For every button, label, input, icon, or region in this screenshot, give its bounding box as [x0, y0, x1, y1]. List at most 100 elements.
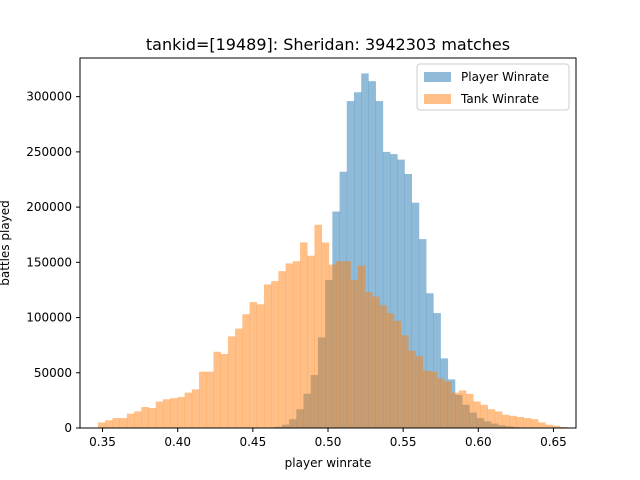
histogram-bar [458, 390, 467, 428]
y-axis: 0 50000 100000 150000 200000 250000 300000 [26, 90, 80, 435]
histogram-bar [191, 389, 200, 428]
histogram-bar [375, 101, 384, 428]
histogram-bar [411, 202, 420, 428]
histogram-bar [538, 422, 546, 428]
x-axis-label: player winrate [285, 456, 372, 470]
histogram-bar [292, 261, 301, 428]
histogram-bar [552, 425, 561, 428]
histogram-bar [437, 378, 445, 428]
bars-layer [98, 73, 568, 429]
histogram-bar [379, 305, 387, 428]
series-tank-winrate [98, 224, 568, 428]
x-tick-label: 0.60 [465, 435, 492, 449]
y-tick-label: 300000 [26, 90, 72, 104]
histogram-bar [162, 399, 171, 428]
y-tick-label: 100000 [26, 311, 72, 325]
histogram-bar [494, 411, 503, 428]
histogram-bar [314, 224, 322, 428]
histogram-bar [249, 302, 258, 428]
histogram-bar [350, 280, 359, 428]
histogram-bar [285, 263, 294, 428]
histogram-bar [141, 407, 149, 428]
histogram-bar [357, 265, 366, 428]
histogram-bar [433, 313, 441, 428]
histogram-bar [220, 354, 229, 428]
histogram-bar [263, 284, 272, 428]
histogram-bar [451, 392, 460, 428]
chart-title: tankid=[19489]: Sheridan: 3942303 matche… [146, 35, 510, 54]
histogram-bar [444, 381, 452, 428]
histogram-bar [390, 154, 398, 428]
histogram-bar [271, 281, 279, 428]
histogram-bar [404, 173, 413, 428]
histogram-bar [321, 242, 330, 428]
histogram-bar [134, 411, 142, 428]
histogram-bar [242, 314, 250, 428]
x-tick-label: 0.55 [390, 435, 417, 449]
x-axis: 0.35 0.40 0.45 0.50 0.55 0.60 0.65 [89, 428, 567, 449]
x-tick-label: 0.40 [164, 435, 191, 449]
histogram-bar [408, 350, 416, 428]
x-tick-label: 0.65 [540, 435, 567, 449]
histogram-bar [418, 239, 427, 428]
histogram-bar [227, 336, 236, 428]
histogram-bar [480, 404, 488, 428]
histogram-bar [119, 418, 128, 428]
legend: Player Winrate Tank Winrate [416, 63, 570, 111]
histogram-bar [415, 356, 423, 428]
histogram-bar [155, 401, 164, 428]
histogram-bar [487, 409, 496, 428]
histogram-bar [354, 92, 362, 429]
legend-box [416, 63, 570, 111]
histogram-bar [372, 296, 380, 428]
histogram-bar [177, 397, 185, 428]
histogram-bar [426, 293, 434, 428]
histogram-bar [235, 328, 243, 428]
histogram-bar [465, 393, 474, 428]
legend-label: Tank Winrate [460, 92, 539, 106]
histogram-bar [509, 415, 517, 428]
histogram-bar [530, 419, 539, 428]
histogram-bar [393, 320, 402, 428]
legend-swatch [424, 72, 451, 82]
histogram-bar [502, 414, 510, 428]
histogram-bar [300, 242, 308, 428]
y-tick-label: 250000 [26, 145, 72, 159]
histogram-bar [206, 371, 214, 428]
legend-label: Player Winrate [461, 70, 549, 84]
histogram-bar [112, 418, 120, 428]
y-tick-label: 50000 [34, 366, 72, 380]
histogram-bar [328, 264, 337, 428]
histogram-bar [307, 255, 315, 428]
y-tick-label: 200000 [26, 200, 72, 214]
histogram-bar [213, 351, 221, 428]
histogram-bar [256, 304, 265, 428]
y-tick-label: 0 [64, 421, 72, 435]
histogram-bar [361, 73, 369, 429]
histogram-bar [199, 371, 207, 428]
x-tick-label: 0.45 [239, 435, 266, 449]
histogram-bar [401, 335, 409, 428]
histogram-bar [422, 370, 431, 428]
x-tick-label: 0.35 [89, 435, 116, 449]
histogram-bar [278, 271, 286, 428]
y-tick-label: 150000 [26, 255, 72, 269]
histogram-bar [364, 292, 373, 428]
histogram-bar [148, 408, 157, 428]
histogram-bar [523, 418, 532, 428]
histogram-bar [382, 151, 391, 428]
histogram-bar [386, 313, 395, 428]
histogram-bar [184, 392, 193, 428]
histogram-bar [429, 371, 438, 428]
x-tick-label: 0.50 [315, 435, 342, 449]
histogram-bar [170, 398, 178, 428]
histogram-bar [473, 401, 481, 428]
histogram-bar [343, 261, 351, 428]
histogram-bar [516, 416, 524, 428]
histogram-bar [368, 81, 376, 428]
histogram-bar [105, 420, 113, 428]
histogram-bar [397, 159, 405, 429]
histogram-bar [126, 413, 135, 428]
histogram-bar [545, 424, 553, 428]
